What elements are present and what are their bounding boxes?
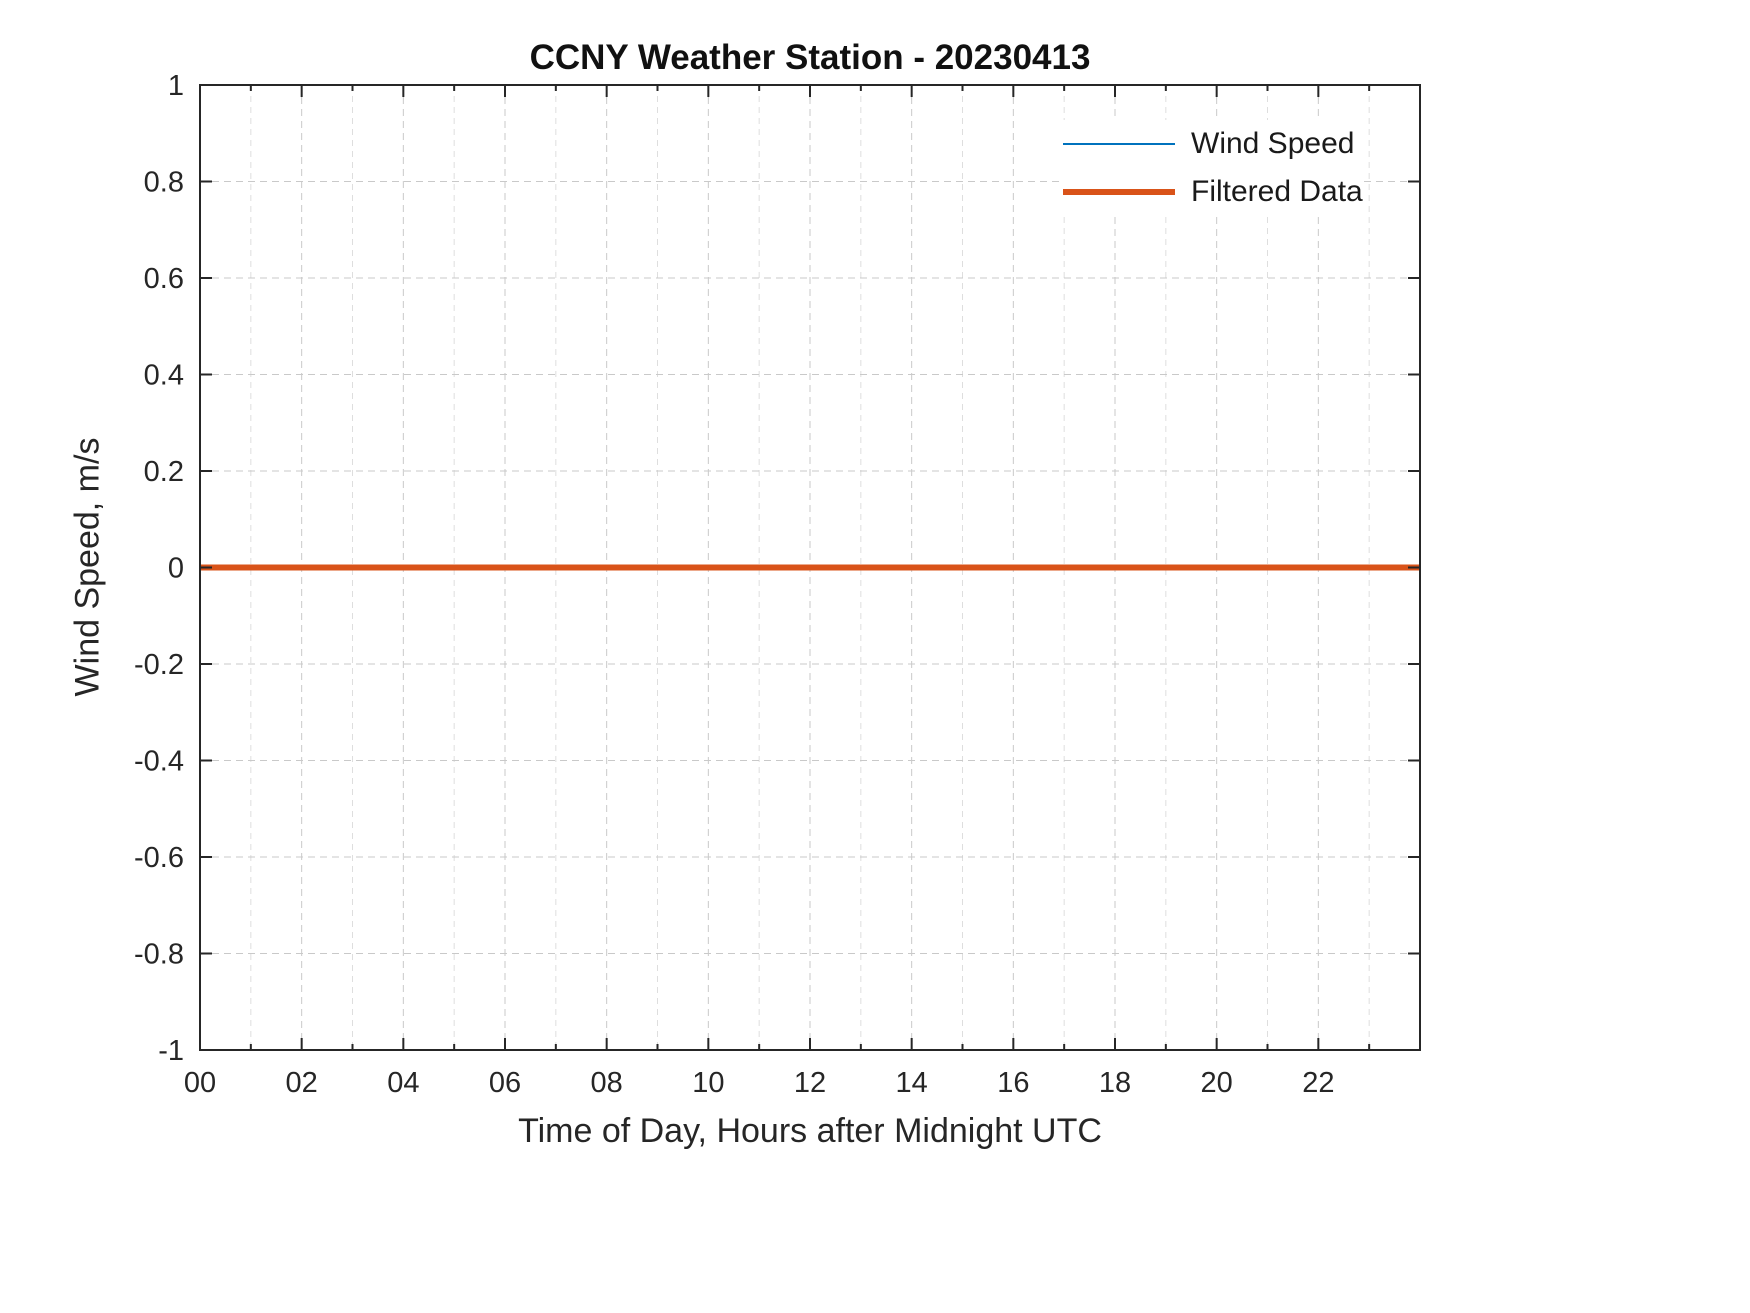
legend: Wind Speed Filtered Data (1063, 120, 1363, 216)
x-tick-labels: 00 02 04 06 08 10 12 14 16 18 20 22 (184, 1067, 1335, 1099)
y-tick-labels: -1 -0.8 -0.6 -0.4 -0.2 0 0.2 0.4 0.6 0.8 1 (134, 70, 184, 1067)
y-tick-label: -0.8 (134, 939, 184, 971)
y-tick-label: -0.2 (134, 649, 184, 681)
y-tick-label: -0.6 (134, 842, 184, 874)
minor-gridlines (250, 85, 1370, 1050)
y-tick-label: 0.8 (144, 167, 184, 199)
legend-label-filtered-data: Filtered Data (1191, 175, 1363, 208)
x-tick-label: 16 (997, 1067, 1029, 1099)
x-tick-label: 04 (387, 1067, 419, 1099)
legend-item-wind-speed: Wind Speed (1063, 120, 1363, 168)
y-tick-label: -1 (158, 1035, 184, 1067)
x-tick-label: 22 (1302, 1067, 1334, 1099)
x-tick-label: 00 (184, 1067, 216, 1099)
x-tick-label: 06 (489, 1067, 521, 1099)
x-tick-label: 08 (591, 1067, 623, 1099)
tick-marks (199, 84, 1420, 1051)
legend-item-filtered-data: Filtered Data (1063, 168, 1363, 216)
x-tick-label: 20 (1201, 1067, 1233, 1099)
x-tick-label: 14 (896, 1067, 928, 1099)
y-tick-label: 0.4 (144, 360, 184, 392)
x-tick-label: 02 (286, 1067, 318, 1099)
legend-label-wind-speed: Wind Speed (1191, 127, 1355, 160)
legend-line-filtered-data (1063, 189, 1175, 195)
x-axis-label: Time of Day, Hours after Midnight UTC (518, 1112, 1102, 1150)
y-tick-label: 0 (168, 553, 184, 585)
y-tick-label: 1 (168, 70, 184, 102)
y-tick-label: -0.4 (134, 746, 184, 778)
legend-line-wind-speed (1063, 143, 1175, 145)
x-tick-label: 10 (692, 1067, 724, 1099)
y-tick-label: 0.2 (144, 456, 184, 488)
x-tick-label: 12 (794, 1067, 826, 1099)
x-tick-label: 18 (1099, 1067, 1131, 1099)
y-tick-label: 0.6 (144, 263, 184, 295)
chart-title: CCNY Weather Station - 20230413 (529, 38, 1091, 77)
y-axis-label: Wind Speed, m/s (68, 437, 107, 697)
